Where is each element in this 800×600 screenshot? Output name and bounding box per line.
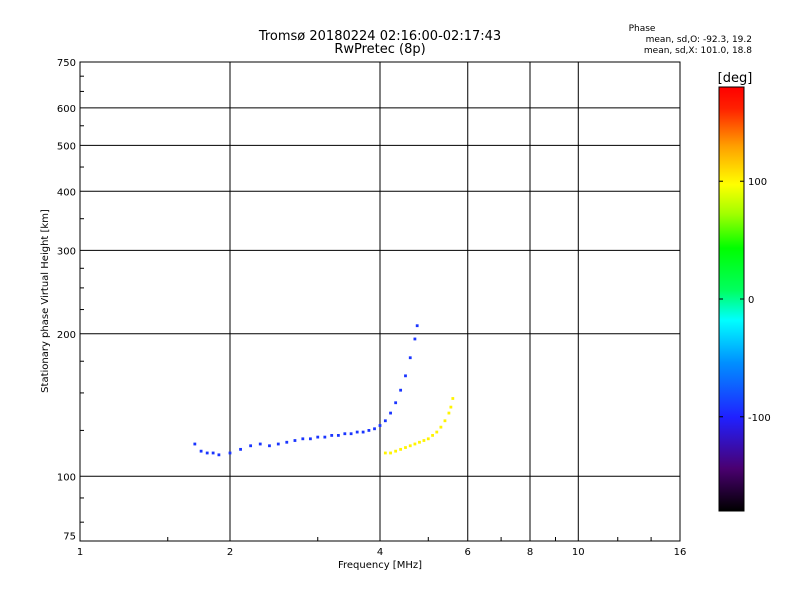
axis-ticks: 1 2 4 6 8 10 16 75 100 200 300 400 500 600 750 xyxy=(57,58,686,558)
o-mode-point xyxy=(408,356,412,360)
o-mode-point xyxy=(355,430,359,434)
o-mode-point xyxy=(415,324,419,328)
x-tick-label: 10 xyxy=(572,547,585,558)
o-mode-point xyxy=(228,451,232,455)
x-tick-label: 6 xyxy=(465,547,471,558)
o-mode-point xyxy=(404,374,407,378)
o-mode-point xyxy=(199,449,203,453)
x-mode-point xyxy=(426,437,430,441)
colorbar-ticks: 100 0 -100 xyxy=(719,177,771,424)
x-mode-point xyxy=(404,446,407,449)
x-tick-label: 4 xyxy=(377,547,383,558)
o-mode-point xyxy=(217,453,221,457)
chart-title: Tromsø 20180224 02:16:00-02:17:43 xyxy=(258,29,501,44)
o-mode-point xyxy=(309,437,312,441)
o-mode-point xyxy=(330,434,334,437)
colorbar-tick-label: 0 xyxy=(748,295,754,306)
o-mode-point xyxy=(316,435,320,439)
o-mode-point xyxy=(205,451,209,455)
data-points xyxy=(193,324,455,457)
o-mode-point xyxy=(276,442,280,446)
x-axis-label: Frequency [MHz] xyxy=(338,560,422,571)
colorbar-tick-label: -100 xyxy=(748,413,771,424)
o-mode-point xyxy=(193,442,197,446)
stats-line-o: mean, sd,O: -92.3, 19.2 xyxy=(646,35,752,45)
x-mode-point xyxy=(431,434,434,437)
stats-heading: Phase xyxy=(629,24,656,34)
x-mode-point xyxy=(435,430,439,434)
y-tick-label: 600 xyxy=(57,104,76,115)
x-mode-point xyxy=(383,451,387,455)
x-tick-label: 8 xyxy=(527,547,533,558)
y-tick-label: 500 xyxy=(57,141,76,152)
chart-subtitle: RwPretec (8p) xyxy=(334,42,425,57)
o-mode-point xyxy=(373,427,376,431)
o-mode-point xyxy=(389,411,392,415)
o-mode-point xyxy=(367,429,371,432)
plot-frame xyxy=(79,61,681,542)
x-mode-point xyxy=(422,439,426,442)
o-mode-point xyxy=(349,432,353,436)
o-mode-point xyxy=(361,430,365,434)
o-mode-point xyxy=(239,447,242,451)
x-mode-point xyxy=(413,442,417,446)
o-mode-point xyxy=(378,424,382,427)
x-mode-point xyxy=(447,411,451,415)
x-mode-point xyxy=(418,440,421,444)
y-tick-label: 75 xyxy=(63,531,76,542)
o-mode-point xyxy=(399,388,403,392)
grid-lines xyxy=(80,62,680,541)
o-mode-point xyxy=(258,442,262,446)
o-mode-point xyxy=(323,435,327,439)
x-tick-label: 1 xyxy=(77,547,83,558)
o-mode-point xyxy=(285,440,289,444)
o-mode-point xyxy=(336,434,340,437)
x-mode-point xyxy=(394,449,398,453)
o-mode-point xyxy=(383,419,387,423)
colorbar xyxy=(718,86,745,512)
y-axis-label: Stationary phase Virtual Height [km] xyxy=(40,209,51,393)
x-mode-point xyxy=(451,397,455,400)
y-tick-label: 300 xyxy=(57,246,76,257)
x-mode-point xyxy=(439,425,443,429)
x-mode-point xyxy=(443,419,447,423)
x-tick-label: 2 xyxy=(227,547,233,558)
x-mode-point xyxy=(408,444,412,448)
y-tick-label: 100 xyxy=(57,472,76,483)
o-mode-point xyxy=(211,451,215,455)
y-tick-label: 200 xyxy=(57,330,76,341)
o-mode-point xyxy=(249,444,253,448)
o-mode-point xyxy=(394,401,398,405)
x-mode-point xyxy=(449,405,453,409)
y-tick-label: 400 xyxy=(57,187,76,198)
o-mode-point xyxy=(301,437,305,441)
x-tick-label: 16 xyxy=(674,547,687,558)
o-mode-point xyxy=(293,439,297,442)
colorbar-label: [deg] xyxy=(718,71,753,86)
o-mode-point xyxy=(268,444,271,448)
y-tick-label: 750 xyxy=(57,58,76,69)
o-mode-point xyxy=(413,337,417,341)
x-mode-point xyxy=(399,447,403,451)
stats-line-x: mean, sd,X: 101.0, 18.8 xyxy=(644,46,752,56)
o-mode-point xyxy=(343,432,347,436)
x-mode-point xyxy=(389,451,392,455)
colorbar-tick-label: 100 xyxy=(748,177,767,188)
